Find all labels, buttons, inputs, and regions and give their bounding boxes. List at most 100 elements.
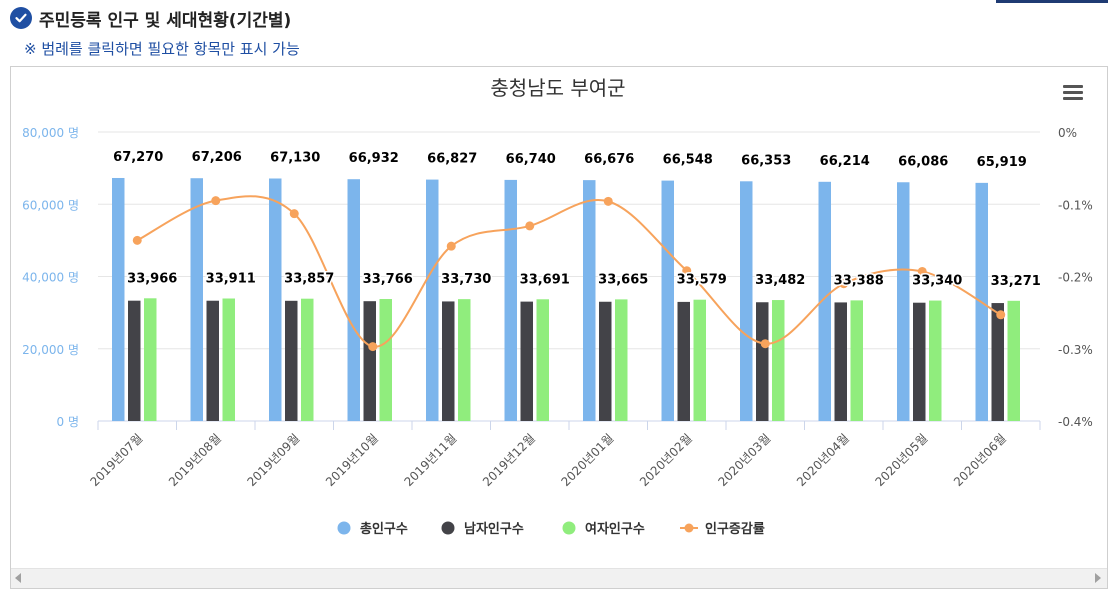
rate-point bbox=[682, 266, 692, 276]
x-axis-category-label: 2020년06월 bbox=[951, 431, 1009, 489]
bar-total bbox=[112, 177, 125, 421]
y-right-tick-label: -0.1% bbox=[1058, 198, 1093, 212]
bar-male bbox=[363, 301, 376, 421]
bar-male bbox=[128, 300, 141, 421]
rate-point bbox=[760, 339, 770, 349]
data-label-female: 33,730 bbox=[441, 272, 491, 287]
data-label-total: 67,270 bbox=[113, 150, 163, 165]
x-axis-category-label: 2019년08월 bbox=[166, 431, 224, 489]
data-label-total: 66,353 bbox=[741, 153, 791, 168]
y-right-tick-label: -0.3% bbox=[1058, 343, 1093, 357]
bar-total bbox=[426, 179, 439, 421]
bar-female bbox=[1007, 300, 1020, 421]
legend-item-total[interactable]: 총인구수 bbox=[337, 521, 408, 537]
data-label-total: 66,740 bbox=[506, 152, 556, 167]
x-axis-category-label: 2020년02월 bbox=[637, 431, 695, 489]
rate-point bbox=[996, 310, 1006, 320]
data-label-total: 65,919 bbox=[977, 155, 1027, 170]
data-label-female: 33,388 bbox=[834, 273, 884, 288]
bar-total bbox=[190, 178, 203, 421]
legend-label: 인구증감률 bbox=[705, 521, 765, 537]
bar-series bbox=[112, 177, 1020, 421]
legend: 총인구수 남자인구수 여자인구수 인구증감률 bbox=[337, 521, 765, 537]
bar-male bbox=[520, 301, 533, 421]
hamburger-icon-line bbox=[1063, 91, 1083, 94]
bar-female bbox=[615, 299, 628, 421]
bar-female bbox=[458, 299, 471, 421]
rate-point bbox=[289, 209, 299, 219]
data-label-total: 66,932 bbox=[349, 151, 399, 166]
y-left-tick-label: 60,000 명 bbox=[22, 198, 79, 212]
x-axis-category-label: 2020년01월 bbox=[558, 431, 616, 489]
bar-male bbox=[834, 302, 847, 421]
y-right-tick-label: 0% bbox=[1058, 126, 1077, 140]
rate-point bbox=[211, 196, 221, 206]
bar-total bbox=[583, 180, 596, 421]
section-title: 주민등록 인구 및 세대현황(기간별) bbox=[39, 10, 292, 31]
legend-label: 총인구수 bbox=[360, 521, 408, 537]
top-accent-bar bbox=[996, 0, 1108, 3]
data-label-female: 33,691 bbox=[520, 272, 570, 287]
bar-female bbox=[222, 298, 235, 421]
scroll-left-arrow-icon[interactable] bbox=[15, 573, 21, 583]
bar-male bbox=[991, 303, 1004, 421]
x-axis-category-label: 2019년11월 bbox=[401, 431, 459, 489]
legend-label: 여자인구수 bbox=[585, 521, 645, 537]
rate-point bbox=[132, 235, 142, 245]
chart-menu-button[interactable] bbox=[1060, 82, 1086, 106]
bar-female bbox=[144, 298, 157, 421]
data-label-female: 33,665 bbox=[598, 272, 648, 287]
legend-marker bbox=[441, 521, 455, 535]
bar-female bbox=[693, 299, 706, 421]
x-axis-category-label: 2019년09월 bbox=[244, 431, 302, 489]
legend-item-female[interactable]: 여자인구수 bbox=[562, 521, 645, 537]
data-label-female: 33,340 bbox=[912, 274, 962, 289]
rate-point bbox=[917, 266, 927, 276]
section-header: 주민등록 인구 및 세대현황(기간별) bbox=[10, 6, 292, 31]
data-label-total: 67,130 bbox=[270, 150, 320, 165]
data-label-female: 33,482 bbox=[755, 273, 805, 288]
bar-male bbox=[756, 302, 769, 421]
x-axis-category-label: 2019년12월 bbox=[480, 431, 538, 489]
bar-total bbox=[269, 178, 282, 421]
y-left-tick-label: 40,000 명 bbox=[22, 271, 79, 285]
y-right-tick-label: -0.4% bbox=[1058, 415, 1093, 429]
legend-item-rate[interactable]: 인구증감률 bbox=[680, 521, 765, 537]
bar-female bbox=[536, 299, 549, 421]
x-axis-category-label: 2020년05월 bbox=[872, 431, 930, 489]
data-label-female: 33,579 bbox=[677, 273, 727, 288]
bar-male bbox=[599, 301, 612, 421]
legend-marker bbox=[562, 521, 576, 535]
bar-total bbox=[504, 179, 517, 421]
bar-male bbox=[206, 300, 219, 421]
rate-point bbox=[525, 221, 535, 231]
legend-item-male[interactable]: 남자인구수 bbox=[441, 521, 524, 537]
line-series bbox=[132, 195, 1006, 352]
rate-point bbox=[603, 196, 613, 206]
bar-total bbox=[347, 179, 360, 421]
y-left-tick-label: 80,000 명 bbox=[22, 126, 79, 140]
legend-hint-note: ※ 범례를 클릭하면 필요한 항목만 표시 가능 bbox=[24, 40, 300, 58]
data-label-female: 33,966 bbox=[127, 271, 177, 286]
scroll-right-arrow-icon[interactable] bbox=[1095, 573, 1101, 583]
data-label-total: 66,827 bbox=[427, 152, 477, 167]
data-label-total: 66,086 bbox=[898, 154, 948, 169]
data-labels: 67,270 67,206 67,130 66,932 66,827 66,740 66,6… bbox=[112, 148, 1043, 290]
data-label-total: 66,548 bbox=[663, 153, 713, 168]
data-label-female: 33,271 bbox=[991, 274, 1041, 289]
x-axis-category-label: 2019년10월 bbox=[323, 431, 381, 489]
horizontal-scrollbar[interactable] bbox=[11, 568, 1107, 588]
x-axis-category-label: 2020년03월 bbox=[715, 431, 773, 489]
legend-label: 남자인구수 bbox=[464, 521, 524, 537]
rate-point bbox=[368, 342, 378, 352]
bar-total bbox=[661, 180, 674, 421]
data-label-female: 33,911 bbox=[206, 271, 256, 286]
y-right-tick-label: -0.2% bbox=[1058, 271, 1093, 285]
hamburger-icon-line bbox=[1063, 85, 1083, 88]
bar-female bbox=[929, 300, 942, 421]
bar-male bbox=[285, 300, 298, 421]
y-left-tick-label: 0 명 bbox=[57, 415, 80, 429]
hamburger-icon-line bbox=[1063, 97, 1083, 100]
legend-marker bbox=[684, 523, 694, 533]
